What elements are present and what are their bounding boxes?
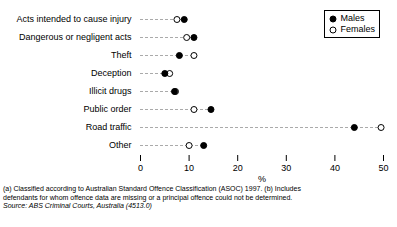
svg-text:30: 30 [281,163,291,173]
svg-text:Acts intended to cause injury: Acts intended to cause injury [16,14,132,24]
svg-text:Dangerous or negligent acts: Dangerous or negligent acts [19,32,132,42]
svg-text:20: 20 [233,163,243,173]
html-text:Males: Males [340,13,365,23]
svg-text:Road traffic: Road traffic [86,122,132,132]
svg-text:%: % [258,174,266,184]
svg-text:0: 0 [138,163,143,173]
svg-text:Deception: Deception [91,68,132,78]
html-text:Females: Females [340,24,375,34]
html-text:Source: ABS Criminal Courts, A: Source: ABS Criminal Courts, Australia (… [3,202,152,209]
svg-text:50: 50 [378,163,388,173]
svg-text:Public order: Public order [83,104,131,114]
html-text:(a) Classified according to Au: (a) Classified according to Australian S… [3,185,301,192]
svg-text:40: 40 [330,163,340,173]
svg-text:Theft: Theft [111,50,132,60]
html-text:defendants for whom offence da: defendants for whom offence data are mis… [3,193,293,201]
svg-text:Other: Other [109,140,132,150]
svg-text:10: 10 [184,163,194,173]
svg-text:Illicit drugs: Illicit drugs [89,86,132,96]
